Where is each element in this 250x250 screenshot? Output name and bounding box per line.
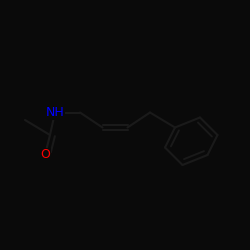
Text: O: O: [40, 148, 50, 162]
Text: NH: NH: [46, 106, 64, 119]
